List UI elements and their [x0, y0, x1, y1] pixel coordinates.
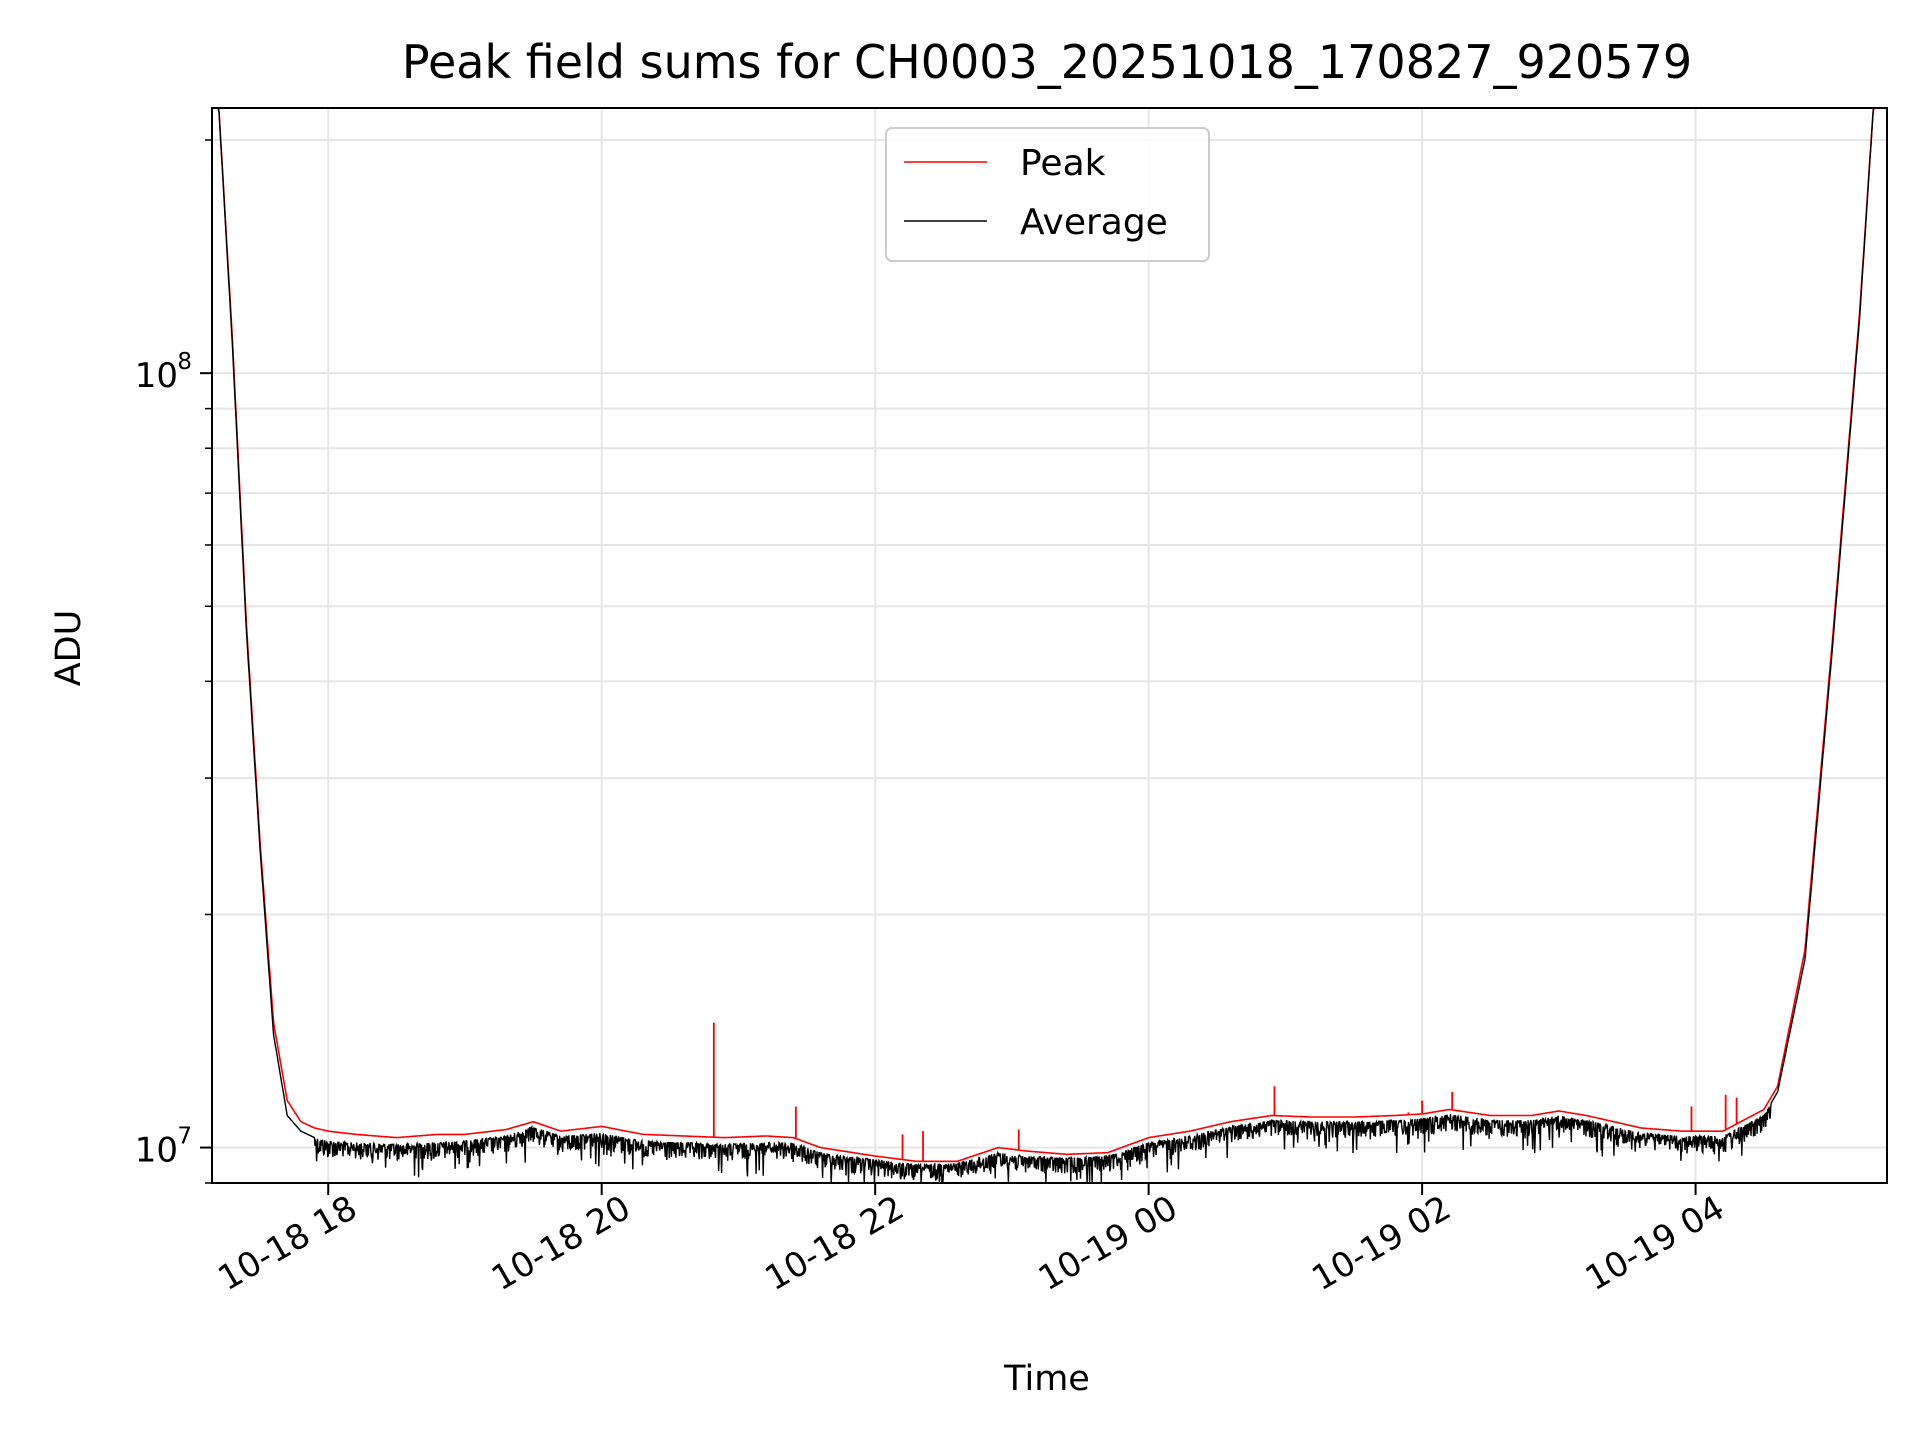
y-tick-label: 10	[135, 1131, 178, 1171]
plot-area	[211, 107, 1888, 1184]
peak-series-line	[212, 108, 1887, 1163]
y-axis-label: ADU	[49, 610, 89, 687]
average-series-line	[212, 108, 1887, 1183]
chart-title: Peak field sums for CH0003_20251018_1708…	[402, 35, 1692, 89]
plot-background	[212, 108, 1887, 1183]
x-axis-label: Time	[1003, 1359, 1090, 1399]
y-tick-exponent: 7	[177, 1124, 192, 1150]
y-tick-label: 10	[135, 356, 178, 396]
y-tick-base: 10	[135, 1131, 178, 1171]
legend-average-label: Average	[1020, 202, 1168, 243]
y-tick-exponent: 8	[177, 349, 192, 375]
series-layer	[212, 108, 1887, 1183]
legend: Peak Average	[885, 127, 1210, 262]
legend-peak-label: Peak	[1020, 143, 1106, 184]
y-tick-base: 10	[135, 356, 178, 396]
plot-frame	[211, 107, 1888, 1184]
